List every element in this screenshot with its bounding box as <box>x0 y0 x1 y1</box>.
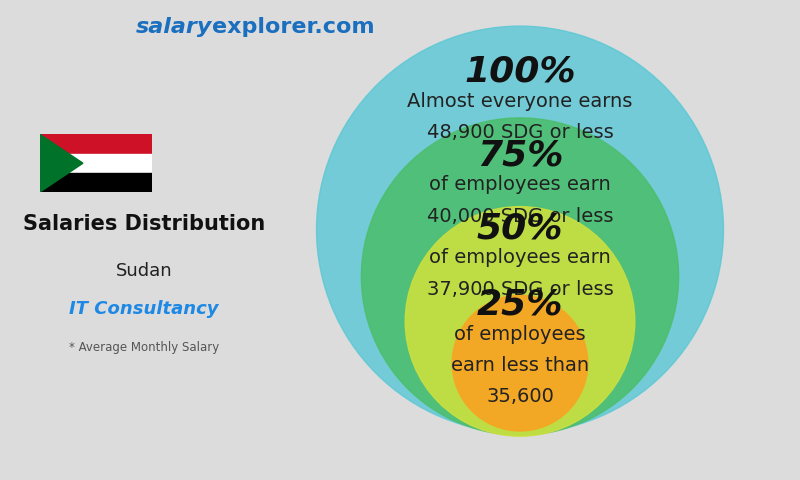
Text: Sudan: Sudan <box>116 262 172 279</box>
Text: 100%: 100% <box>464 55 576 89</box>
Text: of employees: of employees <box>454 324 586 344</box>
Circle shape <box>362 118 678 435</box>
Circle shape <box>452 295 588 431</box>
Bar <box>40 154 152 173</box>
Text: 50%: 50% <box>477 211 563 245</box>
Text: explorer.com: explorer.com <box>212 17 374 37</box>
Text: 25%: 25% <box>477 288 563 322</box>
Text: Almost everyone earns: Almost everyone earns <box>407 92 633 111</box>
Text: salary: salary <box>136 17 212 37</box>
Bar <box>40 134 152 154</box>
Polygon shape <box>40 134 83 192</box>
Text: IT Consultancy: IT Consultancy <box>70 300 218 318</box>
Text: 75%: 75% <box>477 138 563 172</box>
Text: of employees earn: of employees earn <box>429 175 611 194</box>
Text: 35,600: 35,600 <box>486 387 554 406</box>
Text: of employees earn: of employees earn <box>429 248 611 267</box>
Text: earn less than: earn less than <box>451 356 589 375</box>
Text: 40,000 SDG or less: 40,000 SDG or less <box>426 206 614 226</box>
Circle shape <box>406 206 634 436</box>
Text: * Average Monthly Salary: * Average Monthly Salary <box>69 341 219 354</box>
Text: 48,900 SDG or less: 48,900 SDG or less <box>426 123 614 142</box>
Text: 37,900 SDG or less: 37,900 SDG or less <box>426 280 614 299</box>
Circle shape <box>317 26 723 433</box>
Bar <box>40 173 152 192</box>
Text: Salaries Distribution: Salaries Distribution <box>23 214 265 234</box>
